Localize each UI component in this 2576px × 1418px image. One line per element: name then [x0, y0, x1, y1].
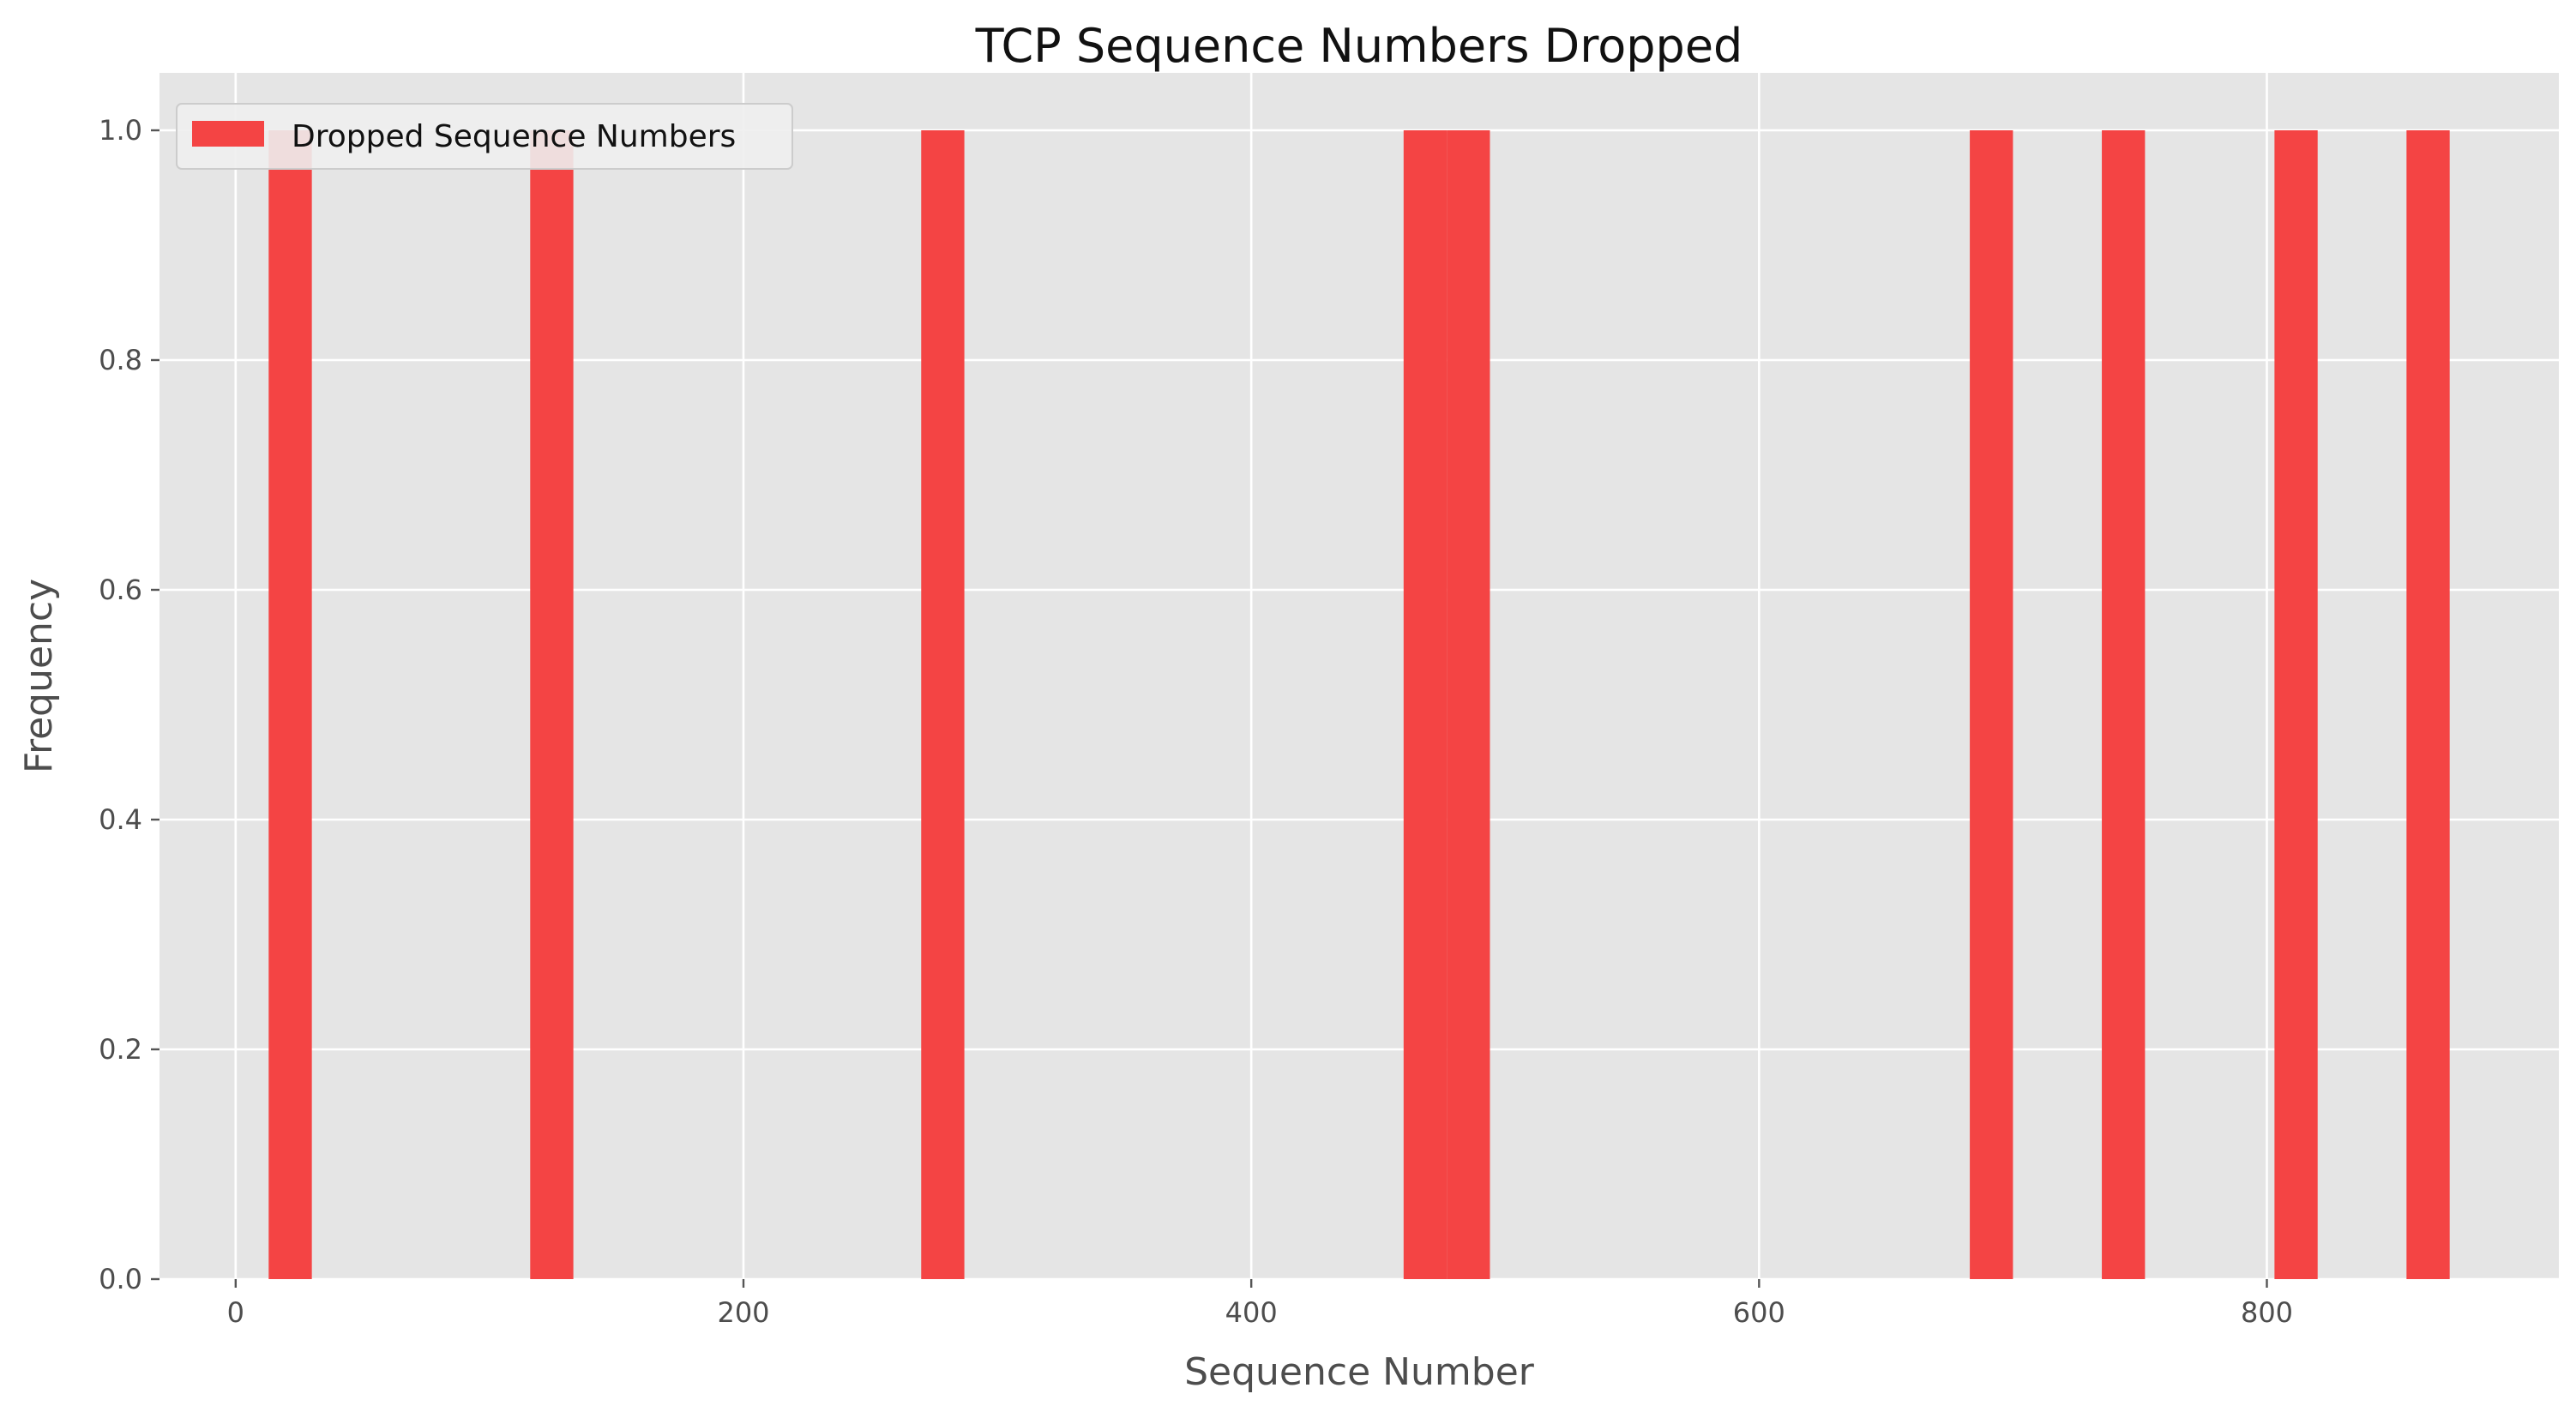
y-tick-label: 0.4	[99, 803, 142, 836]
x-tick-label: 0	[227, 1296, 244, 1329]
legend-swatch	[192, 121, 264, 147]
x-tick-label: 200	[717, 1296, 769, 1329]
y-tick-label: 1.0	[99, 114, 142, 147]
y-tick-label: 0.6	[99, 574, 142, 606]
histogram-bar	[1403, 130, 1447, 1279]
legend-label: Dropped Sequence Numbers	[292, 119, 736, 154]
histogram-bar	[2102, 130, 2146, 1279]
y-tick-label: 0.8	[99, 344, 142, 376]
y-axis-title: Frequency	[17, 579, 61, 773]
chart-title: TCP Sequence Numbers Dropped	[975, 19, 1743, 73]
y-tick-label: 0.2	[99, 1033, 142, 1066]
x-axis-title: Sequence Number	[1184, 1350, 1535, 1394]
legend-box	[176, 103, 793, 170]
plot-background	[159, 73, 2559, 1279]
x-tick-label: 800	[2241, 1296, 2293, 1329]
histogram-bar	[1970, 130, 2013, 1279]
x-tick-label: 400	[1225, 1296, 1278, 1329]
histogram-bar	[530, 130, 574, 1279]
histogram-bar	[2274, 130, 2318, 1279]
histogram-bar	[268, 130, 312, 1279]
histogram-bar	[1447, 130, 1490, 1279]
histogram-bar	[2406, 130, 2450, 1279]
histogram-bar	[921, 130, 965, 1279]
y-tick-label: 0.0	[99, 1263, 142, 1295]
x-tick-label: 600	[1733, 1296, 1785, 1329]
